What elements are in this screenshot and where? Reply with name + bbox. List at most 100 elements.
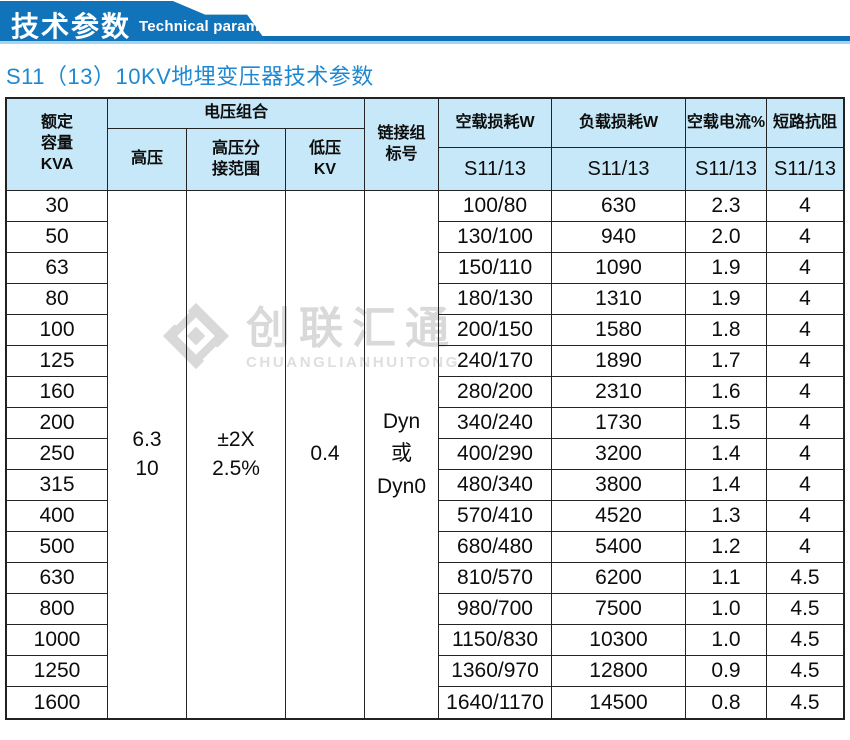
no-load-loss-cell: 130/100	[439, 222, 552, 253]
header-no-load-loss-model: S11/13	[464, 158, 526, 180]
impedance-cell: 4.5	[767, 625, 843, 656]
merged-high-voltage-cell: 6.3 10	[108, 191, 187, 718]
banner: 技术参数 Technical parameter	[0, 0, 850, 46]
load-loss-cell: 2310	[552, 377, 686, 408]
load-loss-cell: 1890	[552, 346, 686, 377]
kva-cell: 250	[7, 439, 108, 470]
header-rated-capacity: 额定 容量 KVA	[7, 99, 108, 191]
header-no-load-current-label: 空载电流%	[686, 99, 766, 148]
header-no-load-current: 空载电流% S11/13	[686, 99, 767, 191]
impedance-cell: 4	[767, 315, 843, 346]
kva-cell: 160	[7, 377, 108, 408]
spec-table: 额定 容量 KVA 电压组合 高压 高压分 接范围 低压 KV 链接组 标号 空…	[5, 97, 845, 720]
no-load-loss-cell: 280/200	[439, 377, 552, 408]
no-load-current-cell: 1.6	[686, 377, 767, 408]
no-load-current-cell: 1.4	[686, 470, 767, 501]
no-load-current-cell: 1.4	[686, 439, 767, 470]
kva-cell: 1600	[7, 687, 108, 718]
impedance-cell: 4	[767, 501, 843, 532]
impedance-cell: 4	[767, 284, 843, 315]
merged-hv-tap-range-cell: ±2X 2.5%	[187, 191, 286, 718]
kva-cell: 100	[7, 315, 108, 346]
banner-stripe-light	[0, 41, 850, 44]
load-loss-cell: 3200	[552, 439, 686, 470]
merged-low-voltage-cell: 0.4	[286, 191, 365, 718]
no-load-current-cell: 1.8	[686, 315, 767, 346]
load-loss-cell: 1580	[552, 315, 686, 346]
load-loss-cell: 1310	[552, 284, 686, 315]
impedance-cell: 4	[767, 191, 843, 222]
no-load-loss-cell: 180/130	[439, 284, 552, 315]
impedance-cell: 4.5	[767, 563, 843, 594]
kva-cell: 1000	[7, 625, 108, 656]
load-loss-cell: 1090	[552, 253, 686, 284]
header-no-load-current-model: S11/13	[695, 158, 757, 180]
kva-cell: 63	[7, 253, 108, 284]
no-load-loss-cell: 340/240	[439, 408, 552, 439]
no-load-current-cell: 1.9	[686, 284, 767, 315]
no-load-loss-cell: 1150/830	[439, 625, 552, 656]
impedance-cell: 4	[767, 377, 843, 408]
banner-subtitle: Technical parameter	[139, 18, 288, 35]
header-impedance-label: 短路抗阻	[767, 99, 843, 148]
no-load-current-cell: 1.0	[686, 625, 767, 656]
impedance-cell: 4.5	[790, 690, 820, 714]
no-load-loss-cell: 570/410	[439, 501, 552, 532]
kva-cell: 125	[7, 346, 108, 377]
kva-cell: 30	[7, 191, 108, 222]
banner-title: 技术参数	[11, 11, 132, 42]
impedance-cell: 4.5	[767, 656, 843, 687]
load-loss-cell: 940	[552, 222, 686, 253]
impedance-cell: 4.5	[767, 594, 843, 625]
load-loss-cell: 10300	[552, 625, 686, 656]
no-load-loss-cell: 1640/1170	[439, 687, 552, 718]
kva-cell: 800	[7, 594, 108, 625]
header-load-loss-model: S11/13	[587, 158, 650, 180]
header-impedance: 短路抗阻 S11/13	[767, 99, 843, 191]
kva-cell: 315	[7, 470, 108, 501]
no-load-current-cell: 1.3	[686, 501, 767, 532]
no-load-current-cell: 0.8	[686, 687, 767, 718]
impedance-cell: 4	[767, 253, 843, 284]
impedance-cell: 4	[767, 346, 843, 377]
no-load-current-cell: 2.0	[686, 222, 767, 253]
no-load-loss-cell: 400/290	[439, 439, 552, 470]
load-loss-cell: 630	[552, 191, 686, 222]
page-heading: S11（13）10KV地埋变压器技术参数	[6, 64, 374, 89]
impedance-cell: 4	[767, 439, 843, 470]
kva-cell: 1250	[7, 656, 108, 687]
impedance-cell: 4	[767, 470, 843, 501]
no-load-current-cell: 1.9	[686, 253, 767, 284]
load-loss-cell: 12800	[552, 656, 686, 687]
load-loss-cell: 14500	[552, 687, 686, 718]
header-hv-tap-range: 高压分 接范围	[187, 129, 286, 191]
no-load-loss-cell: 810/570	[439, 563, 552, 594]
kva-cell: 630	[7, 563, 108, 594]
load-loss-cell: 1730	[552, 408, 686, 439]
kva-cell: 80	[7, 284, 108, 315]
no-load-current-cell: 2.3	[686, 191, 767, 222]
no-load-loss-cell: 150/110	[439, 253, 552, 284]
load-loss-cell: 6200	[552, 563, 686, 594]
impedance-cell: 4	[767, 222, 843, 253]
kva-cell: 400	[7, 501, 108, 532]
impedance-cell: 4	[767, 532, 843, 563]
load-loss-cell: 7500	[552, 594, 686, 625]
header-no-load-loss-label: 空载损耗W	[439, 99, 551, 148]
no-load-loss-cell: 200/150	[439, 315, 552, 346]
no-load-current-cell: 1.2	[686, 532, 767, 563]
header-load-loss-label: 负载损耗W	[552, 99, 685, 148]
no-load-current-cell: 1.1	[686, 563, 767, 594]
header-vector-group: 链接组 标号	[365, 99, 439, 191]
no-load-current-cell: 1.0	[686, 594, 767, 625]
banner-stripe-dark	[0, 36, 850, 41]
header-high-voltage: 高压	[108, 129, 187, 191]
no-load-loss-cell: 480/340	[439, 470, 552, 501]
header-impedance-model: S11/13	[774, 158, 836, 180]
no-load-loss-cell: 100/80	[439, 191, 552, 222]
header-low-voltage: 低压 KV	[286, 129, 365, 191]
merged-vector-group-cell: Dyn 或 Dyn0	[365, 191, 439, 718]
no-load-loss-cell: 1360/970	[439, 656, 552, 687]
load-loss-cell: 5400	[552, 532, 686, 563]
